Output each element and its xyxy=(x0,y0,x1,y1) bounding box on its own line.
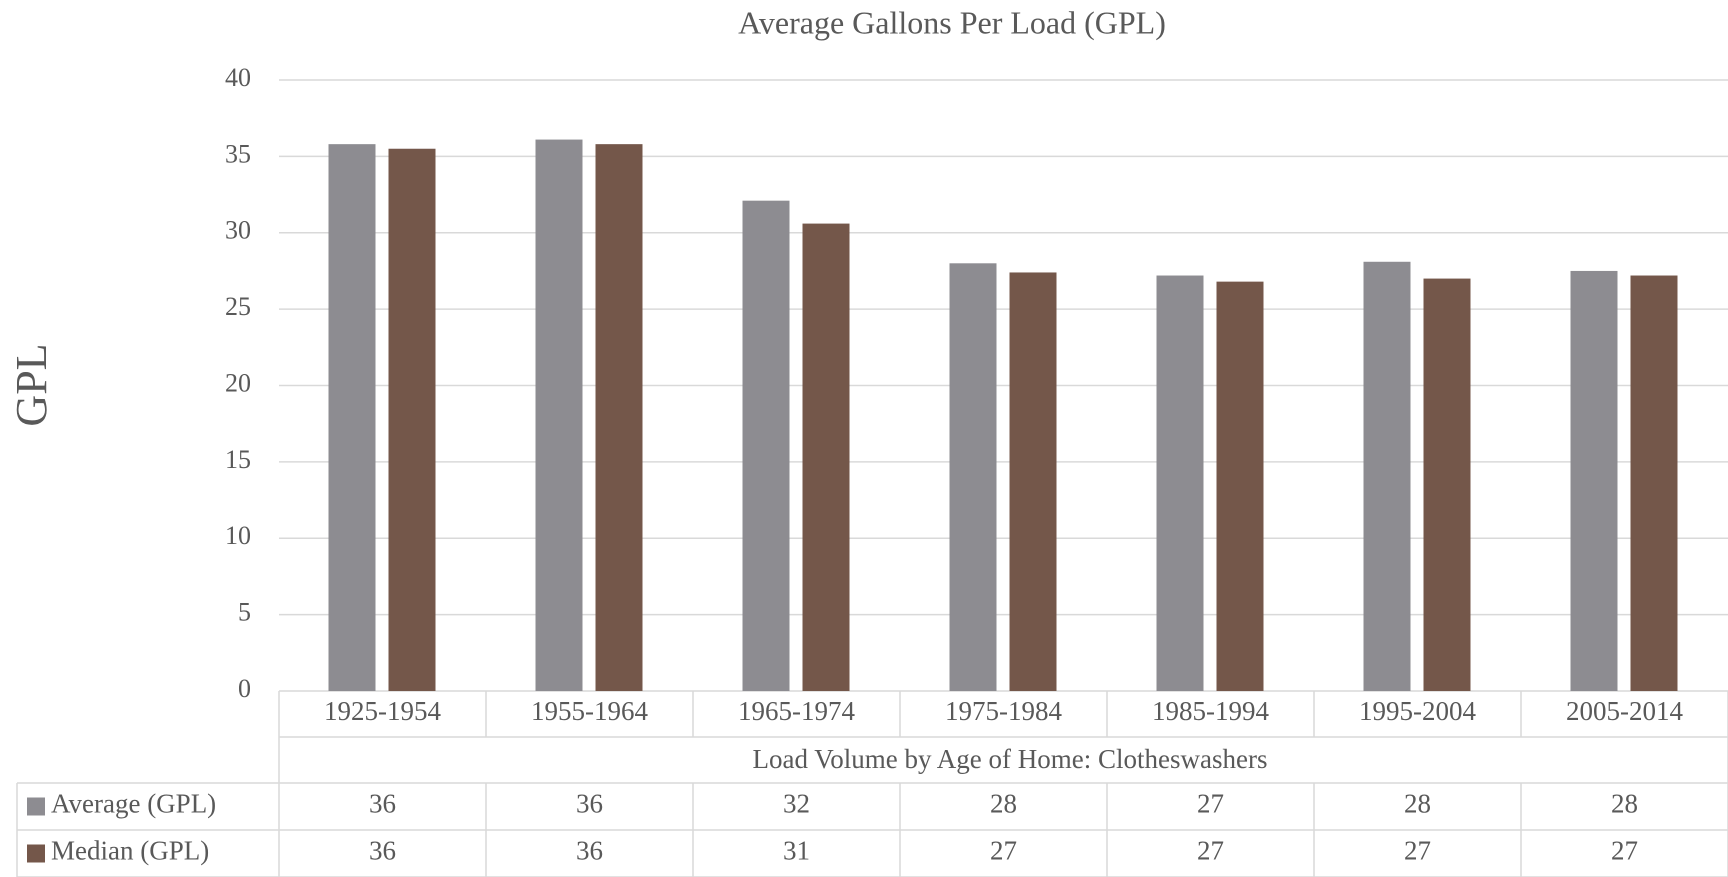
legend-key xyxy=(27,797,45,816)
bar xyxy=(949,263,997,691)
table-value: 27 xyxy=(990,836,1017,866)
bar xyxy=(1156,275,1204,691)
legend-label: Median (GPL) xyxy=(51,836,209,866)
table-value: 27 xyxy=(1611,836,1638,866)
x-tick-label: 2005-2014 xyxy=(1566,696,1683,726)
table-value: 36 xyxy=(576,836,603,866)
x-axis-title: Load Volume by Age of Home: Clotheswashe… xyxy=(753,744,1268,774)
bar xyxy=(1630,275,1678,691)
x-tick-label: 1925-1954 xyxy=(324,696,441,726)
bar xyxy=(802,223,850,691)
y-tick-label: 20 xyxy=(225,368,251,397)
bar xyxy=(1423,278,1471,691)
bar xyxy=(742,200,790,692)
bar xyxy=(1216,281,1264,691)
bar xyxy=(388,148,436,692)
table-value: 27 xyxy=(1197,836,1224,866)
y-tick-label: 0 xyxy=(238,674,251,703)
x-tick-label: 1985-1994 xyxy=(1152,696,1269,726)
bar xyxy=(1363,261,1411,691)
table-value: 28 xyxy=(1404,789,1431,819)
y-axis-title: GPL xyxy=(7,343,56,426)
table-value: 28 xyxy=(1611,789,1638,819)
bar xyxy=(595,144,643,691)
table-value: 27 xyxy=(1197,789,1224,819)
y-tick-label: 40 xyxy=(225,63,251,92)
y-tick-label: 15 xyxy=(225,445,251,474)
table-value: 31 xyxy=(783,836,810,866)
y-tick-label: 35 xyxy=(225,139,251,168)
legend-label: Average (GPL) xyxy=(51,789,216,819)
y-tick-label: 10 xyxy=(225,521,251,550)
bar xyxy=(328,144,376,691)
table-value: 32 xyxy=(783,789,810,819)
table-value: 28 xyxy=(990,789,1017,819)
y-tick-label: 5 xyxy=(238,598,251,627)
bar xyxy=(535,139,583,691)
x-tick-label: 1975-1984 xyxy=(945,696,1062,726)
y-tick-label: 30 xyxy=(225,216,251,245)
y-tick-label: 25 xyxy=(225,292,251,321)
chart-title: Average Gallons Per Load (GPL) xyxy=(738,4,1166,40)
x-tick-label: 1965-1974 xyxy=(738,696,855,726)
legend-key xyxy=(27,844,45,863)
bar xyxy=(1009,272,1057,691)
table-value: 27 xyxy=(1404,836,1431,866)
table-value: 36 xyxy=(369,789,396,819)
bar xyxy=(1570,270,1618,691)
table-value: 36 xyxy=(369,836,396,866)
x-tick-label: 1995-2004 xyxy=(1359,696,1476,726)
table-value: 36 xyxy=(576,789,603,819)
x-tick-label: 1955-1964 xyxy=(531,696,648,726)
